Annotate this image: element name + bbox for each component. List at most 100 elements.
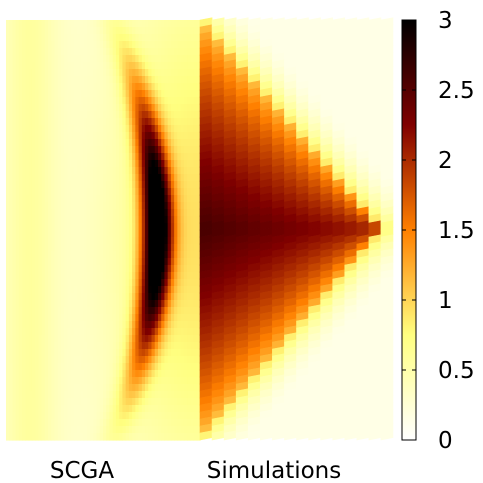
scga-cell [41, 349, 46, 357]
scga-cell [73, 363, 78, 371]
scga-cell [99, 76, 104, 84]
scga-cell [35, 391, 39, 399]
scga-cell [190, 188, 195, 196]
scga-cell [141, 391, 146, 399]
scga-cell [51, 69, 56, 77]
scga-cell [103, 181, 107, 189]
scga-cell [64, 321, 69, 329]
scga-cell [106, 272, 111, 280]
scga-cell [31, 272, 36, 280]
scga-cell [86, 104, 91, 112]
scga-cell [180, 55, 185, 63]
scga-cell [141, 300, 146, 308]
scga-cell [41, 97, 46, 105]
scga-cell [12, 293, 17, 301]
scga-cell [70, 104, 75, 112]
scga-cell [64, 335, 69, 343]
scga-cell [54, 251, 59, 259]
scga-cell [177, 307, 182, 315]
scga-cell [86, 391, 91, 399]
scga-cell [38, 370, 43, 378]
scga-cell [9, 258, 14, 266]
scga-cell [122, 391, 127, 399]
scga-cell [41, 251, 46, 259]
scga-cell [161, 202, 166, 210]
scga-cell [67, 216, 72, 224]
scga-cell [106, 293, 111, 301]
scga-cell [106, 160, 111, 168]
scga-cell [180, 97, 185, 105]
scga-cell [177, 34, 182, 42]
scga-cell [67, 41, 72, 49]
scga-cell [148, 62, 153, 70]
scga-cell [187, 265, 191, 273]
scga-cell [157, 307, 162, 315]
scga-cell [77, 160, 81, 168]
scga-cell [164, 223, 169, 231]
scga-cell [9, 419, 14, 427]
scga-cell [80, 391, 85, 399]
scga-cell [177, 370, 182, 378]
scga-cell [90, 34, 94, 42]
scga-cell [44, 188, 49, 196]
scga-cell [80, 209, 85, 217]
scga-cell [60, 377, 65, 385]
scga-cell [35, 433, 39, 441]
scga-cell [48, 349, 52, 357]
scga-cell [86, 251, 91, 259]
scga-cell [35, 335, 39, 343]
scga-cell [6, 160, 10, 168]
scga-cell [80, 328, 85, 336]
scga-cell [187, 132, 191, 140]
scga-cell [48, 426, 52, 434]
scga-cell [96, 139, 101, 147]
scga-cell [90, 265, 94, 273]
scga-cell [25, 153, 30, 161]
scga-cell [15, 111, 20, 119]
scga-cell [57, 377, 62, 385]
scga-cell [99, 27, 104, 35]
scga-cell [125, 398, 130, 406]
scga-cell [99, 356, 104, 364]
scga-cell [96, 384, 101, 392]
scga-cell [119, 300, 123, 308]
scga-cell [183, 426, 188, 434]
scga-cell [28, 391, 33, 399]
scga-cell [60, 97, 65, 105]
scga-cell [103, 321, 107, 329]
scga-cell [86, 188, 91, 196]
scga-cell [183, 398, 188, 406]
scga-cell [112, 363, 117, 371]
scga-cell [25, 118, 30, 126]
scga-cell [167, 202, 172, 210]
scga-cell [132, 433, 136, 441]
scga-cell [115, 398, 120, 406]
scga-cell [44, 41, 49, 49]
scga-cell [157, 48, 162, 56]
scga-cell [145, 286, 149, 294]
scga-cell [187, 314, 191, 322]
scga-cell [193, 419, 198, 427]
scga-cell [15, 433, 20, 441]
scga-cell [99, 244, 104, 252]
scga-cell [31, 167, 36, 175]
scga-cell [154, 97, 159, 105]
scga-cell [157, 83, 162, 91]
scga-cell [35, 363, 39, 371]
scga-cell [145, 258, 149, 266]
scga-cell [161, 419, 166, 427]
scga-cell [187, 167, 191, 175]
scga-cell [54, 405, 59, 413]
scga-cell [164, 426, 169, 434]
scga-cell [41, 363, 46, 371]
scga-cell [119, 405, 123, 413]
scga-cell [83, 20, 88, 28]
scga-cell [183, 83, 188, 91]
scga-cell [115, 384, 120, 392]
scga-cell [15, 202, 20, 210]
scga-cell [83, 384, 88, 392]
scga-cell [145, 104, 149, 112]
scga-cell [109, 405, 114, 413]
scga-cell [106, 41, 111, 49]
scga-cell [132, 20, 136, 28]
